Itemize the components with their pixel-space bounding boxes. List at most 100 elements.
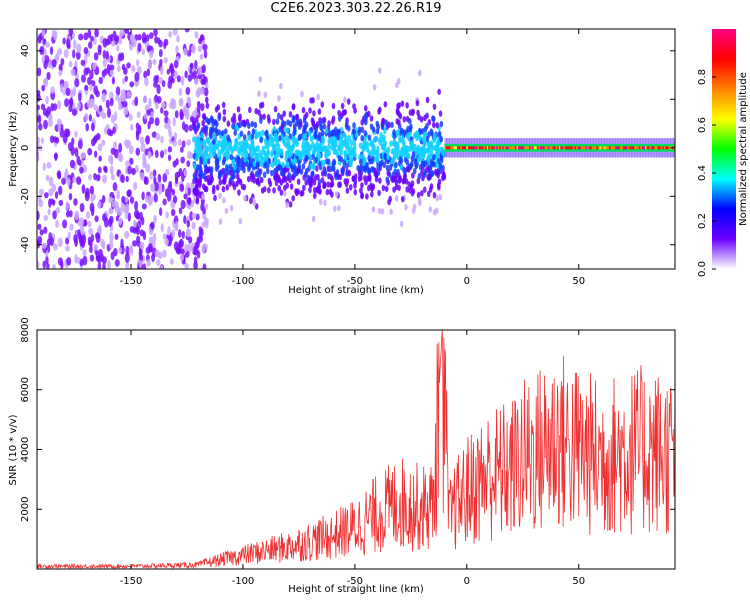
spectrogram-speckle [83, 46, 89, 55]
spectrogram-cloud-point [420, 147, 425, 154]
spectrogram-speckle [198, 226, 203, 234]
spectrogram-speckle [118, 247, 123, 254]
spectrogram-speckle [109, 64, 115, 71]
spectrogram-speckle [94, 150, 98, 158]
spectrogram-cloud-point [312, 186, 317, 194]
spectrogram-cloud-point [418, 152, 422, 159]
spectrogram-speckle [126, 189, 132, 198]
spectrogram-speckle [37, 261, 40, 269]
spectrogram-band-core [607, 146, 610, 150]
spectrogram-cloud-point [402, 177, 407, 184]
spectrogram-cloud-point [305, 155, 309, 162]
spectrogram-speckle [112, 126, 116, 135]
spectrogram-speckle [201, 244, 206, 253]
spectrogram-speckle [190, 44, 196, 54]
spectrogram-cloud-point [420, 190, 424, 197]
spectrogram-cloud-point [270, 148, 275, 156]
spectrogram-cloud-point [360, 192, 364, 200]
spectrogram-cloud-point [352, 140, 357, 147]
spectrogram-speckle [117, 151, 122, 162]
spectrogram-cloud-point [201, 119, 205, 127]
spectrogram-cloud-point [435, 195, 439, 202]
spectrogram-cloud-point [259, 161, 264, 168]
spectrogram-speckle [37, 210, 40, 221]
spectrogram-cloud-point [212, 150, 216, 158]
spectrogram-cloud-point [225, 164, 229, 172]
spectrogram-cloud-point [316, 173, 320, 181]
spectrogram-speckle [128, 247, 134, 256]
spectrogram-speckle [174, 171, 179, 181]
spectrogram-speckle [74, 77, 80, 88]
spectrogram-speckle [106, 64, 111, 74]
spectrogram-speckle [161, 80, 166, 88]
spectrogram-cloud-point [198, 181, 202, 188]
spectrogram-speckle [116, 44, 120, 52]
snr-y-tick-label: 6000 [20, 377, 31, 402]
spectrogram-cloud-point [298, 133, 303, 141]
spectrogram-cloud-point [256, 145, 260, 152]
spectrogram-band-core [608, 146, 612, 150]
spectrogram-speckle [40, 137, 45, 144]
spectrogram-speckle [37, 136, 41, 144]
spectrogram-speckle [184, 29, 190, 33]
spectrogram-band-core [577, 146, 581, 150]
spectrogram-band-core [643, 146, 646, 150]
spectrogram-cloud-point [202, 139, 206, 147]
spectrogram-speckle [167, 226, 171, 236]
spectrogram-speckle [203, 87, 209, 97]
spectrogram-speckle [202, 263, 207, 269]
spectrogram-speckle [56, 118, 62, 127]
spectrogram-band-core [590, 146, 593, 150]
spectrogram-speckle [74, 130, 78, 138]
spectrogram-speckle [50, 86, 55, 94]
spectrogram-cloud-point [311, 170, 315, 177]
spectrogram-cloud-point [360, 126, 365, 133]
spectrogram-speckle [37, 223, 42, 231]
spectrogram-speckle [53, 30, 58, 41]
spectrogram-band-core [612, 146, 615, 150]
spectrogram-band-core [605, 146, 609, 150]
spectrogram-cloud-point [218, 169, 223, 177]
spectrogram-speckle [80, 240, 86, 248]
spectrogram-speckle [94, 215, 99, 223]
spectrogram-cloud-point [235, 157, 239, 164]
spectrogram-cloud-point [349, 139, 354, 146]
spectrogram-speckle [136, 59, 140, 67]
spectrogram-speckle [89, 69, 94, 80]
spectrogram-cloud-point [195, 198, 200, 205]
spectrogram-cloud-point [432, 103, 437, 110]
spectrogram-speckle [160, 102, 166, 109]
spectrogram-speckle [149, 115, 154, 125]
spectrogram-speckle [155, 133, 161, 141]
spectrogram-band-core [536, 146, 540, 150]
spectrogram-speckle [196, 250, 201, 259]
spectrogram-speckle [187, 74, 193, 82]
spectrogram-cloud-point [202, 114, 206, 121]
spectrogram-cloud-point [347, 134, 352, 142]
spectrogram-speckle [64, 168, 69, 177]
spectrogram-speckle [197, 66, 203, 76]
spectrogram-cloud-point [252, 199, 257, 207]
spectrogram-speckle [80, 152, 86, 159]
spectrogram-cloud-point [217, 114, 221, 122]
spectrogram-speckle [139, 241, 145, 250]
spectrogram-cloud-point [389, 140, 393, 147]
spectrogram-cloud-point [331, 102, 336, 110]
spectrogram-band-core [635, 146, 639, 150]
spectrogram-cloud-point [277, 184, 282, 192]
spectrogram-cloud-point [302, 184, 306, 192]
spectrogram-cloud-point [292, 123, 297, 130]
spectrogram-speckle [49, 46, 54, 55]
spectrogram-cloud-point [438, 193, 443, 201]
spectrogram-cloud-point [360, 182, 364, 189]
spectrogram-cloud-point [224, 172, 228, 180]
spectrogram-speckle [103, 166, 108, 174]
spectrogram-cloud-point [378, 160, 383, 168]
snr-y-tick-label: 4000 [20, 437, 31, 462]
spectrogram-speckle [68, 60, 73, 68]
spectrogram-speckle [184, 262, 189, 269]
spectrogram-cloud-point [334, 173, 339, 181]
spectrogram-cloud-point [426, 190, 431, 198]
spectrogram-speckle [95, 233, 101, 243]
spectrogram-cloud-point [285, 182, 290, 189]
